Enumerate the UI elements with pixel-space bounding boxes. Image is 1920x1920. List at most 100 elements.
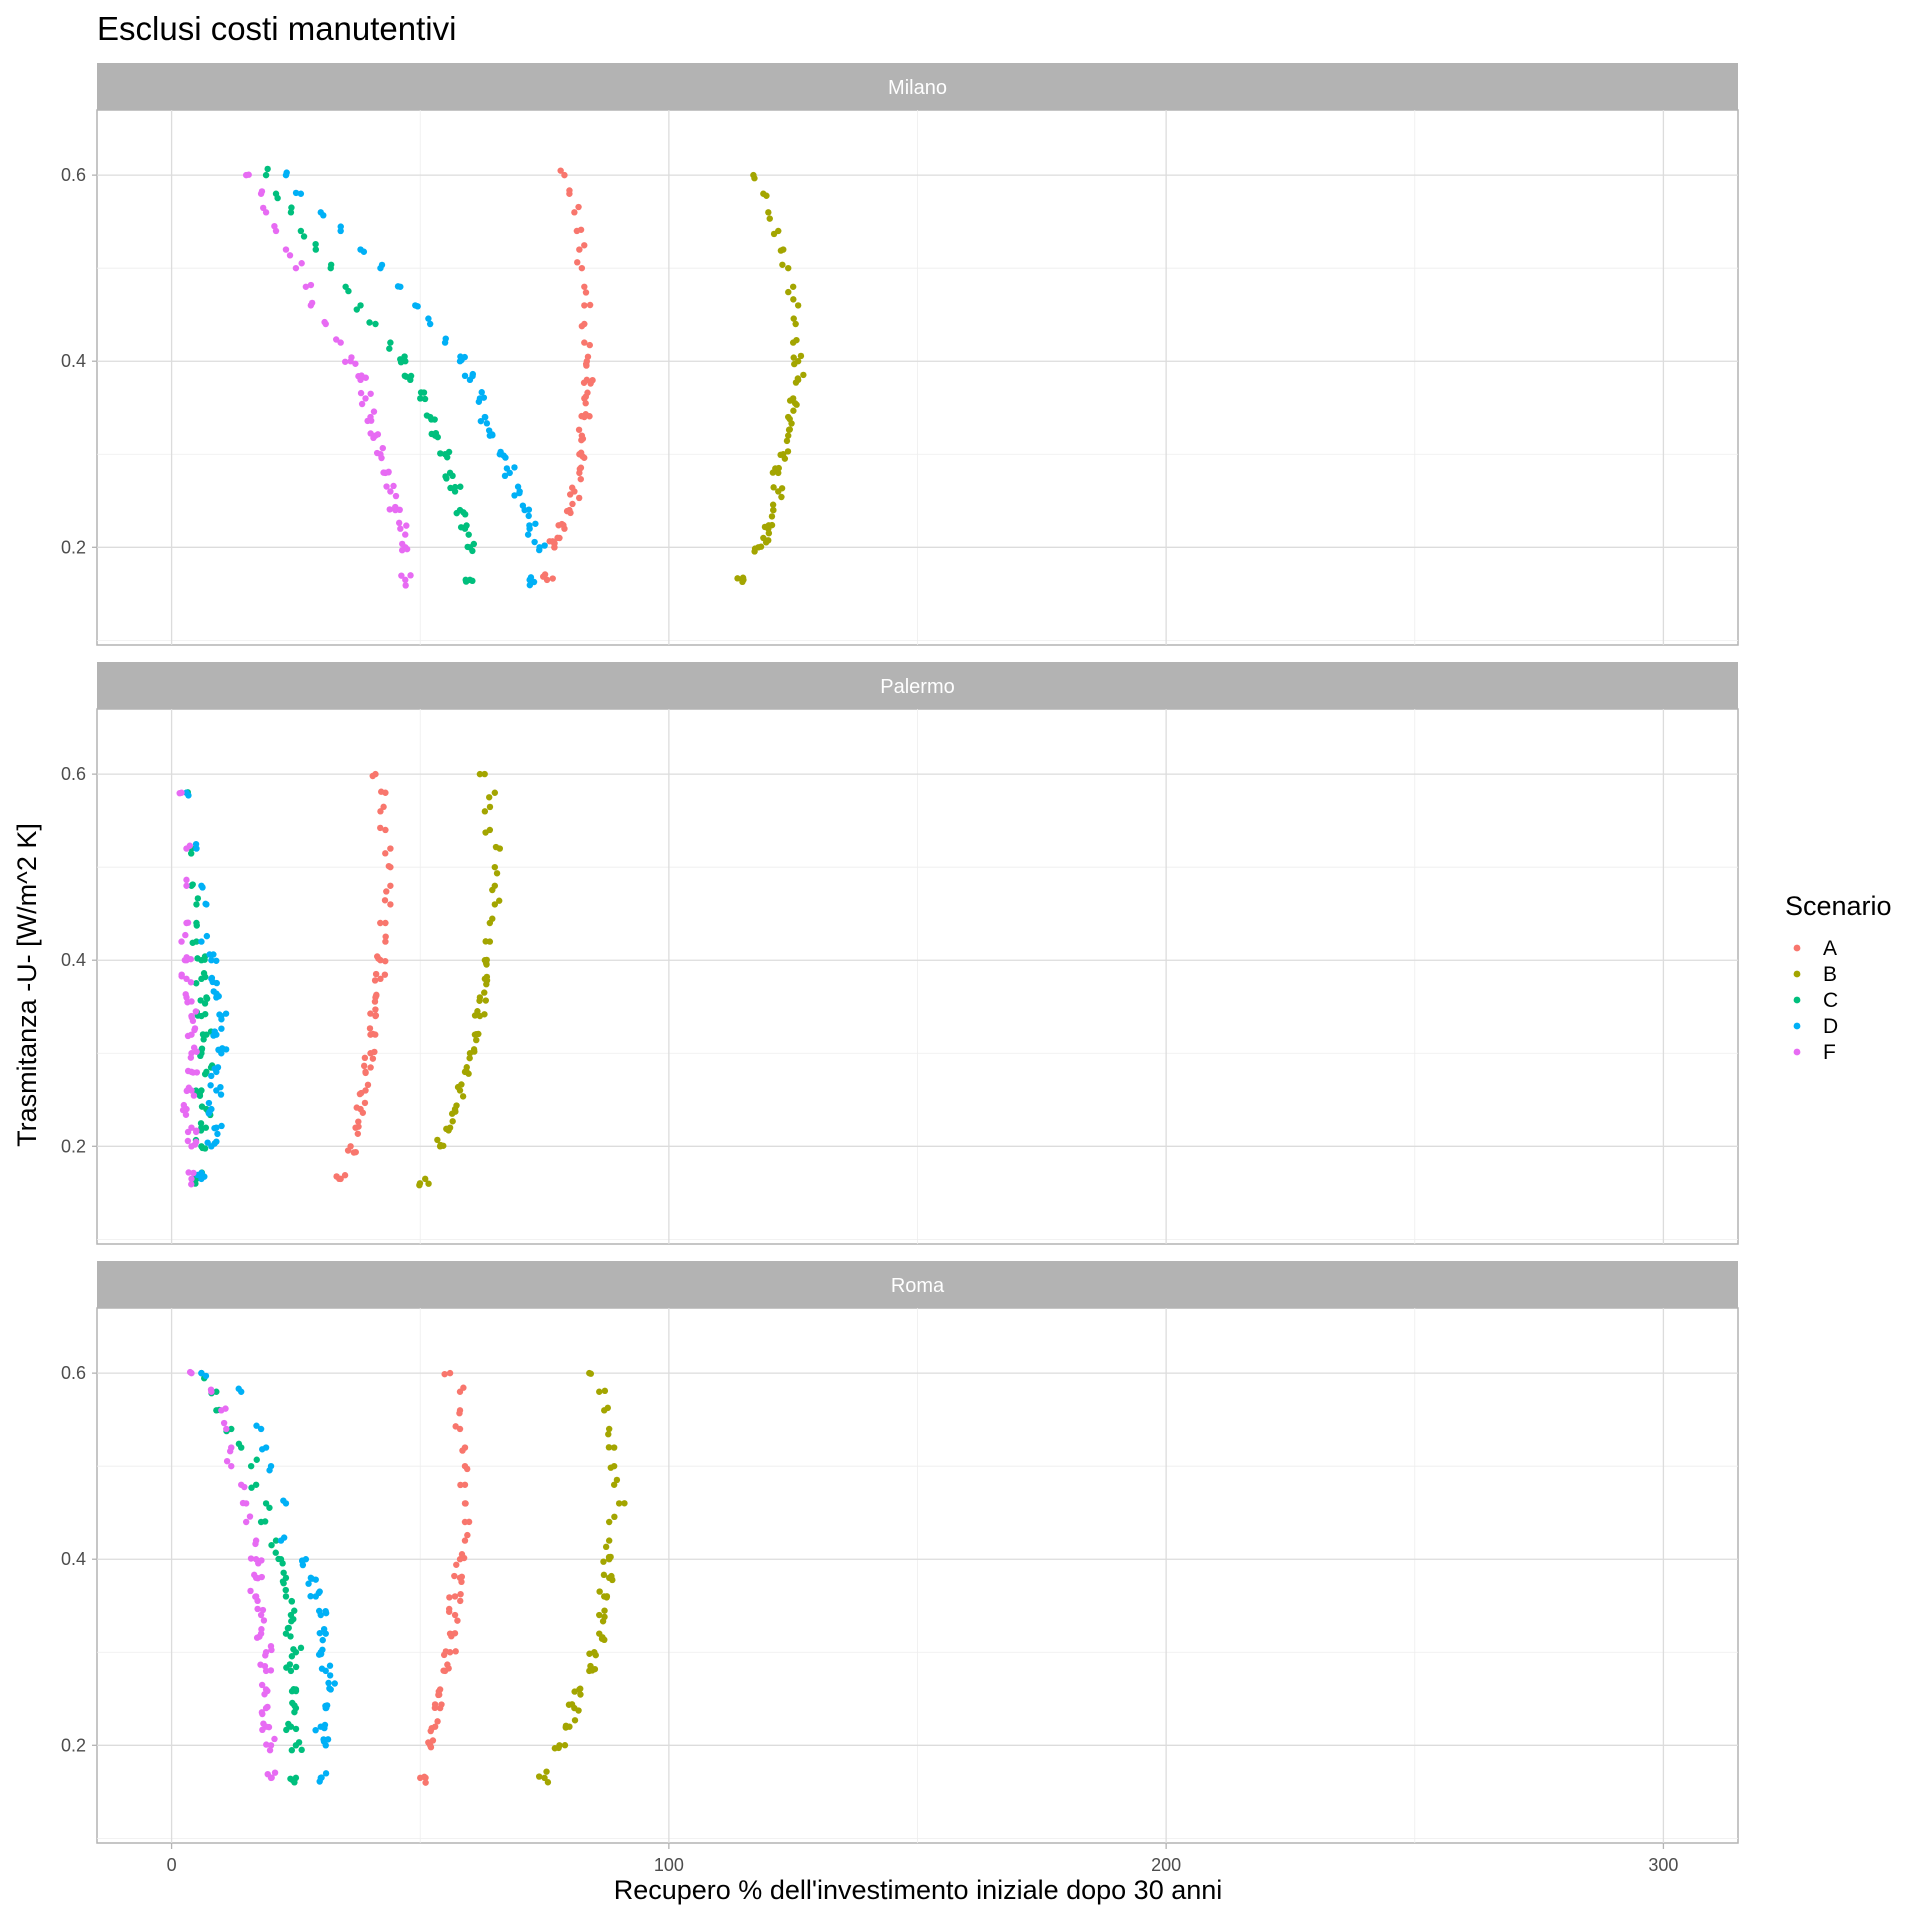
x-tick-label: 200 — [1151, 1855, 1181, 1875]
point-A — [448, 1631, 455, 1638]
point-F — [256, 1633, 263, 1640]
y-tick-label: 0.6 — [61, 165, 86, 185]
point-A — [377, 824, 384, 832]
point-B — [449, 1118, 456, 1125]
point-F — [386, 506, 393, 513]
points — [186, 1368, 628, 1786]
point-B — [453, 1102, 460, 1109]
point-D — [203, 932, 211, 940]
legend-key-B — [1793, 970, 1801, 978]
point-B — [600, 1571, 608, 1579]
point-B — [770, 506, 777, 514]
point-F — [247, 1555, 255, 1562]
point-A — [574, 259, 581, 266]
point-D — [319, 1646, 326, 1653]
point-B — [778, 485, 786, 492]
point-F — [207, 1386, 215, 1393]
point-B — [476, 997, 483, 1004]
point-F — [271, 1735, 278, 1743]
point-B — [751, 548, 758, 555]
point-D — [320, 1736, 327, 1743]
point-B — [757, 543, 765, 550]
point-A — [344, 1147, 352, 1154]
point-A — [381, 897, 389, 904]
point-F — [266, 1747, 274, 1754]
point-D — [326, 1662, 334, 1669]
point-A — [577, 464, 585, 471]
point-B — [790, 315, 797, 322]
point-F — [220, 1419, 228, 1427]
point-B — [789, 283, 797, 290]
point-D — [204, 1139, 211, 1146]
point-B — [598, 1635, 606, 1642]
point-C — [372, 320, 379, 328]
point-A — [435, 1691, 443, 1698]
point-A — [442, 1648, 450, 1655]
point-C — [189, 881, 196, 888]
point-B — [783, 437, 791, 445]
point-B — [551, 1745, 559, 1752]
point-B — [466, 1054, 473, 1062]
point-C — [202, 1010, 209, 1018]
point-D — [326, 1685, 333, 1692]
point-F — [402, 576, 409, 584]
point-A — [364, 1081, 372, 1089]
point-D — [501, 472, 509, 480]
point-D — [514, 483, 522, 490]
point-D — [210, 1032, 217, 1039]
point-B — [613, 1476, 621, 1484]
point-A — [464, 1531, 471, 1539]
point-F — [178, 971, 185, 978]
point-A — [422, 1779, 429, 1786]
point-D — [526, 522, 533, 529]
point-C — [432, 429, 440, 437]
point-F — [380, 469, 387, 476]
point-C — [248, 1484, 255, 1491]
point-A — [362, 1069, 369, 1077]
point-F — [239, 1499, 247, 1507]
point-B — [790, 296, 797, 303]
point-B — [601, 1607, 608, 1614]
point-C — [283, 1664, 290, 1671]
point-F — [362, 374, 369, 381]
point-B — [794, 375, 802, 382]
point-F — [282, 246, 290, 253]
point-C — [287, 1633, 294, 1640]
point-B — [562, 1722, 570, 1729]
point-D — [319, 1636, 326, 1644]
point-A — [367, 1010, 374, 1017]
point-F — [362, 395, 369, 402]
point-F — [258, 1573, 265, 1581]
point-B — [605, 1518, 613, 1526]
point-D — [320, 1625, 328, 1633]
point-F — [178, 938, 185, 945]
point-A — [372, 970, 380, 978]
point-B — [786, 397, 794, 404]
point-C — [193, 901, 200, 908]
point-F — [186, 1368, 194, 1376]
point-B — [786, 415, 793, 423]
point-A — [427, 1743, 435, 1751]
point-D — [525, 512, 532, 520]
point-A — [431, 1704, 439, 1712]
point-F — [268, 1646, 275, 1654]
point-C — [465, 531, 472, 538]
point-F — [341, 358, 349, 365]
point-F — [254, 1605, 261, 1613]
point-C — [292, 1663, 300, 1671]
point-D — [280, 1534, 288, 1541]
point-B — [491, 789, 499, 796]
point-B — [481, 1011, 488, 1018]
point-D — [259, 1446, 266, 1453]
point-B — [458, 1081, 465, 1088]
point-F — [258, 1681, 266, 1689]
point-A — [581, 242, 588, 249]
point-F — [184, 1067, 192, 1075]
point-C — [451, 483, 459, 491]
point-B — [489, 915, 496, 922]
point-B — [577, 1685, 584, 1692]
point-C — [285, 1720, 292, 1728]
point-F — [265, 1723, 273, 1731]
point-B — [781, 455, 789, 462]
point-A — [377, 975, 384, 983]
